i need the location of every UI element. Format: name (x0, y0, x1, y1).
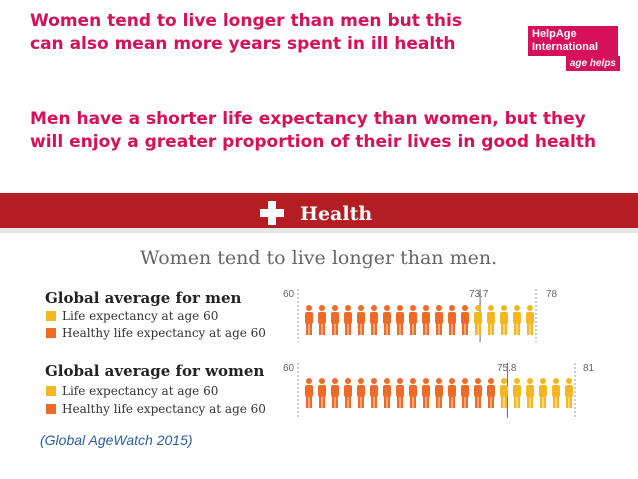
women-legend-life: Life expectancy at age 60 (62, 384, 218, 398)
women-figure (513, 378, 521, 408)
women-figure (474, 378, 482, 408)
logo-line2: International (532, 41, 599, 53)
infographic-headline: Women tend to live longer than men. (140, 247, 497, 269)
men-figure (448, 305, 456, 335)
logo-line1: HelpAge (532, 28, 577, 40)
women-figure (409, 378, 417, 408)
men-legend-healthy: Healthy life expectancy at age 60 (62, 326, 266, 340)
women-figure (500, 378, 508, 408)
women-figure (435, 378, 443, 408)
women-legend-healthy: Healthy life expectancy at age 60 (62, 402, 266, 416)
women-figures (305, 378, 573, 408)
men-section-title: Global average for men (45, 289, 241, 307)
women-figure (305, 378, 313, 408)
men-figure (318, 305, 326, 335)
women-figure (539, 378, 547, 408)
men-legend-life-swatch (46, 311, 56, 321)
women-section-title: Global average for women (45, 362, 264, 380)
women-figure (344, 378, 352, 408)
men-figure (513, 305, 521, 335)
women-start-label: 60 (283, 363, 295, 374)
banner-title: Health (300, 203, 372, 225)
women-life-value: 81 (583, 363, 595, 374)
men-figure (357, 305, 365, 335)
men-figure (305, 305, 313, 335)
men-figure (370, 305, 378, 335)
men-figure (461, 305, 469, 335)
logo-tag: age helps (565, 56, 620, 71)
women-figure (396, 378, 404, 408)
men-figure (383, 305, 391, 335)
men-figure (422, 305, 430, 335)
health-banner (0, 193, 638, 233)
health-cross-icon (260, 201, 284, 225)
women-figure (318, 378, 326, 408)
helpage-logo: HelpAge International age helps (528, 26, 620, 72)
women-figure (526, 378, 534, 408)
men-figure (435, 305, 443, 335)
slide-title: Women tend to live longer than men but t… (30, 11, 462, 54)
women-figure (487, 378, 495, 408)
women-figure (357, 378, 365, 408)
men-life-value: 78 (546, 289, 558, 300)
women-figure (565, 378, 573, 408)
women-figure (370, 378, 378, 408)
women-legend-healthy-swatch (46, 404, 56, 414)
men-figure (487, 305, 495, 335)
women-legend-life-swatch (46, 386, 56, 396)
men-figure (409, 305, 417, 335)
men-legend-life: Life expectancy at age 60 (62, 309, 218, 323)
women-figure (552, 378, 560, 408)
women-figure (448, 378, 456, 408)
men-figure (474, 305, 482, 335)
men-legend-healthy-swatch (46, 328, 56, 338)
women-figure (331, 378, 339, 408)
women-figure (422, 378, 430, 408)
men-figure (344, 305, 352, 335)
slide-subtitle: Men have a shorter life expectancy than … (30, 109, 597, 152)
citation: (Global AgeWatch 2015) (40, 432, 193, 448)
women-figure (461, 378, 469, 408)
men-figure (526, 305, 534, 335)
men-figures (305, 305, 534, 335)
men-figure (500, 305, 508, 335)
men-figure (396, 305, 404, 335)
men-start-label: 60 (283, 289, 295, 300)
women-figure (383, 378, 391, 408)
men-figure (331, 305, 339, 335)
men-healthy-value: 73.7 (469, 289, 489, 300)
